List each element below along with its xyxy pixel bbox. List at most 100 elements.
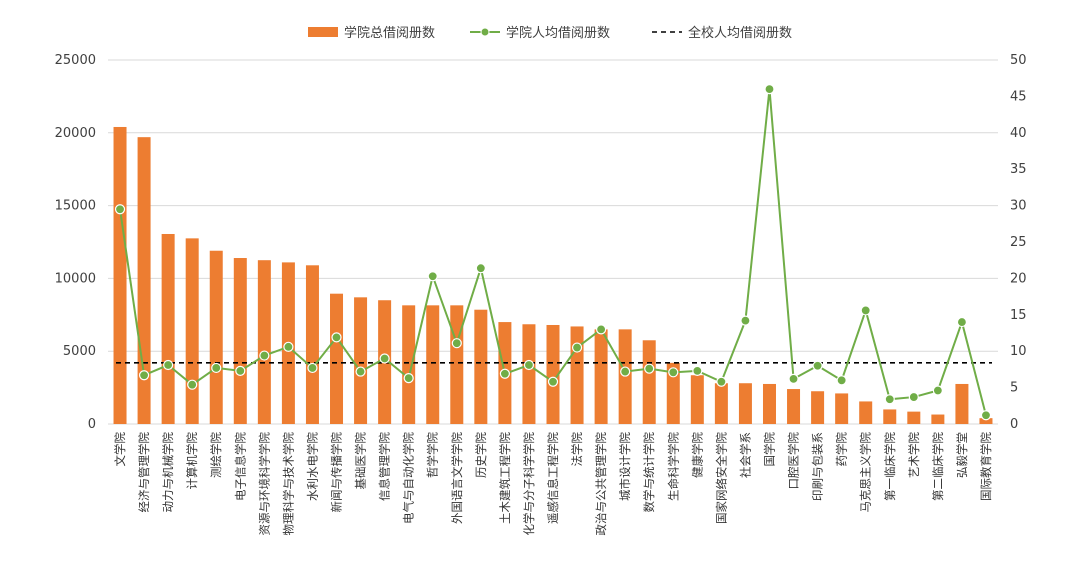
per-capita-point — [620, 366, 631, 377]
bar — [570, 326, 584, 424]
bar — [474, 309, 488, 424]
right-tick-label: 20 — [1010, 271, 1027, 286]
legend-item: 学院人均借阅册数 — [470, 25, 610, 41]
category-label: 新闻与传播学院 — [330, 432, 344, 513]
bar — [762, 383, 776, 424]
per-capita-point — [716, 376, 727, 387]
category-label: 电子信息学院 — [233, 432, 247, 501]
bar — [642, 340, 656, 424]
legend-item: 全校人均借阅册数 — [652, 25, 792, 41]
per-capita-point — [403, 373, 414, 384]
legend: 学院总借阅册数 学院人均借阅册数 全校人均借阅册数 — [308, 25, 792, 41]
legend-item: 学院总借阅册数 — [308, 25, 435, 41]
per-capita-point — [644, 363, 655, 374]
per-capita-point — [138, 370, 150, 381]
category-label: 印刷与包装系 — [811, 432, 825, 501]
category-label: 测绘学院 — [209, 432, 223, 478]
bar — [113, 126, 127, 424]
left-tick-label: 15000 — [55, 199, 96, 214]
bar — [161, 233, 175, 424]
left-tick-label: 10000 — [55, 271, 96, 286]
category-label: 信息管理学院 — [378, 432, 392, 501]
category-label: 经济与管理学院 — [137, 432, 151, 513]
per-capita-point — [307, 362, 318, 374]
bar — [714, 383, 728, 424]
bar — [426, 305, 440, 424]
category-label: 物理科学与技术学院 — [281, 432, 295, 536]
category-label: 计算机学院 — [185, 432, 199, 490]
per-capita-point — [451, 338, 462, 349]
per-capita-point — [187, 379, 198, 390]
category-label: 哲学学院 — [426, 432, 440, 478]
category-label: 健康学院 — [690, 432, 704, 478]
per-capita-point — [596, 324, 607, 335]
bar — [979, 418, 993, 424]
right-tick-label: 25 — [1010, 235, 1027, 250]
category-label: 社会学系 — [738, 432, 752, 478]
category-label: 化学与分子科学学院 — [522, 432, 536, 536]
category-label: 土木建筑工程学院 — [498, 432, 512, 524]
category-label: 弘毅学堂 — [955, 432, 969, 478]
bar — [233, 258, 247, 424]
per-capita-point — [932, 385, 943, 396]
per-capita-point — [812, 360, 823, 371]
bar — [883, 409, 897, 424]
category-label: 外国语言文学学院 — [450, 432, 464, 524]
per-capita-point — [692, 365, 703, 376]
left-tick-label: 20000 — [55, 126, 96, 141]
right-tick-label: 30 — [1010, 199, 1027, 214]
bar — [690, 375, 704, 424]
legend-label: 学院人均借阅册数 — [506, 25, 610, 41]
category-label: 基础医学院 — [354, 432, 368, 490]
left-tick-label: 5000 — [63, 344, 96, 359]
category-label: 艺术学院 — [907, 432, 921, 478]
per-capita-series — [114, 84, 992, 421]
bar — [209, 250, 223, 424]
per-capita-point — [860, 305, 871, 316]
right-tick-label: 50 — [1010, 53, 1027, 68]
bar — [402, 305, 416, 424]
category-label: 第二临床学院 — [931, 432, 945, 501]
category-label: 政治与公共管理学院 — [594, 432, 608, 536]
right-tick-label: 0 — [1010, 417, 1018, 432]
category-label: 历史学院 — [474, 432, 488, 478]
bar — [450, 305, 464, 424]
category-label: 马克思主义学院 — [859, 432, 873, 513]
per-capita-point — [259, 350, 270, 361]
category-label: 口腔医学院 — [787, 432, 801, 490]
right-tick-label: 45 — [1010, 89, 1027, 104]
per-capita-point — [283, 341, 294, 352]
category-label: 电气与自动化学院 — [402, 432, 416, 524]
per-capita-point — [427, 271, 438, 282]
category-label: 城市设计学院 — [618, 432, 632, 501]
per-capita-point — [235, 365, 246, 376]
per-capita-point — [523, 359, 535, 371]
right-axis: 0 5 10 15 20 25 30 35 40 45 50 — [1010, 53, 1027, 432]
bar — [354, 297, 368, 424]
bar — [594, 329, 608, 424]
category-axis: 文学院 经济与管理学院 动力与机械学院 计算机学院 测绘学院 电子信息学院 资源与环境科学学… — [113, 432, 993, 536]
category-label: 药学院 — [835, 432, 849, 467]
right-tick-label: 35 — [1010, 162, 1027, 177]
bar — [859, 401, 873, 424]
bar — [185, 238, 199, 424]
left-tick-label: 25000 — [55, 53, 96, 68]
category-label: 动力与机械学院 — [161, 432, 175, 513]
per-capita-point — [163, 359, 174, 371]
per-capita-point — [908, 391, 919, 403]
right-tick-label: 10 — [1010, 344, 1027, 359]
left-tick-label: 0 — [88, 417, 96, 432]
bar — [522, 324, 536, 424]
bar — [811, 391, 825, 424]
per-capita-point — [980, 410, 992, 421]
per-capita-point — [764, 84, 775, 95]
category-label: 法学院 — [570, 432, 584, 467]
bar — [931, 414, 945, 424]
per-capita-point — [331, 332, 342, 343]
category-label: 文学院 — [113, 432, 127, 467]
per-capita-point — [379, 353, 390, 364]
per-capita-point — [836, 375, 847, 386]
category-label: 国学院 — [762, 432, 776, 467]
per-capita-point — [211, 362, 222, 374]
